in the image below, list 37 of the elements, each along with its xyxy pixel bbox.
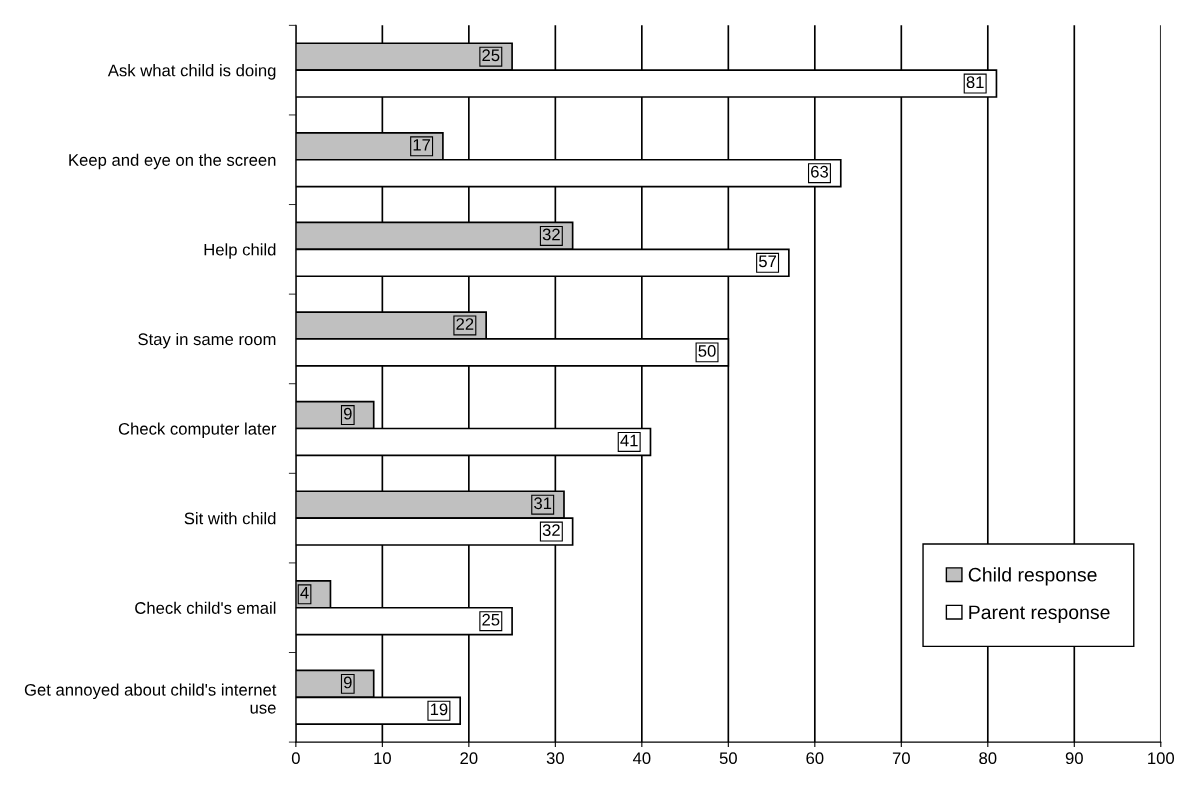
x-tick-label: 10 — [374, 752, 391, 765]
x-tick-label: 50 — [719, 752, 737, 765]
x-tick-label: 70 — [892, 752, 910, 765]
y-tick-label: Stay in same room — [138, 332, 276, 349]
x-tick-label: 20 — [460, 752, 478, 765]
data-label: 25 — [482, 49, 500, 62]
data-label: 31 — [534, 497, 552, 510]
data-label: 63 — [811, 165, 829, 178]
x-tick-label: 90 — [1065, 752, 1083, 765]
y-tick-label: Check child's email — [135, 601, 276, 614]
data-label: 25 — [482, 613, 500, 626]
x-tick-label: 80 — [979, 752, 997, 765]
data-label: 22 — [456, 318, 474, 330]
data-label: 19 — [430, 703, 448, 716]
data-label: 9 — [343, 407, 352, 420]
y-tick-label: Get annoyed about child's internet use — [24, 683, 277, 714]
x-tick-label: 40 — [632, 752, 651, 765]
y-tick-label: Keep and eye on the screen — [69, 153, 276, 170]
x-tick-label: 0 — [291, 752, 300, 765]
y-tick-label: Check computer later — [118, 422, 277, 439]
legend-label: Child response — [968, 567, 1097, 586]
data-label: 41 — [620, 434, 638, 447]
x-tick-label: 60 — [806, 752, 824, 765]
y-tick-label: Help child — [204, 243, 276, 259]
legend-label: Parent response — [969, 605, 1110, 624]
data-label: 9 — [343, 676, 352, 689]
data-label: 50 — [698, 345, 716, 357]
data-label: 32 — [542, 524, 560, 537]
x-tick-label: 100 — [1148, 752, 1175, 765]
data-label: 57 — [758, 255, 777, 268]
y-tick-label: Sit with child — [184, 512, 276, 525]
data-label: 17 — [413, 139, 431, 151]
y-tick-label: Ask what child is doing — [107, 64, 276, 80]
data-label: 4 — [300, 587, 309, 599]
x-tick-label: 30 — [546, 752, 564, 765]
data-label: 81 — [966, 76, 984, 89]
data-label: 32 — [542, 228, 560, 241]
